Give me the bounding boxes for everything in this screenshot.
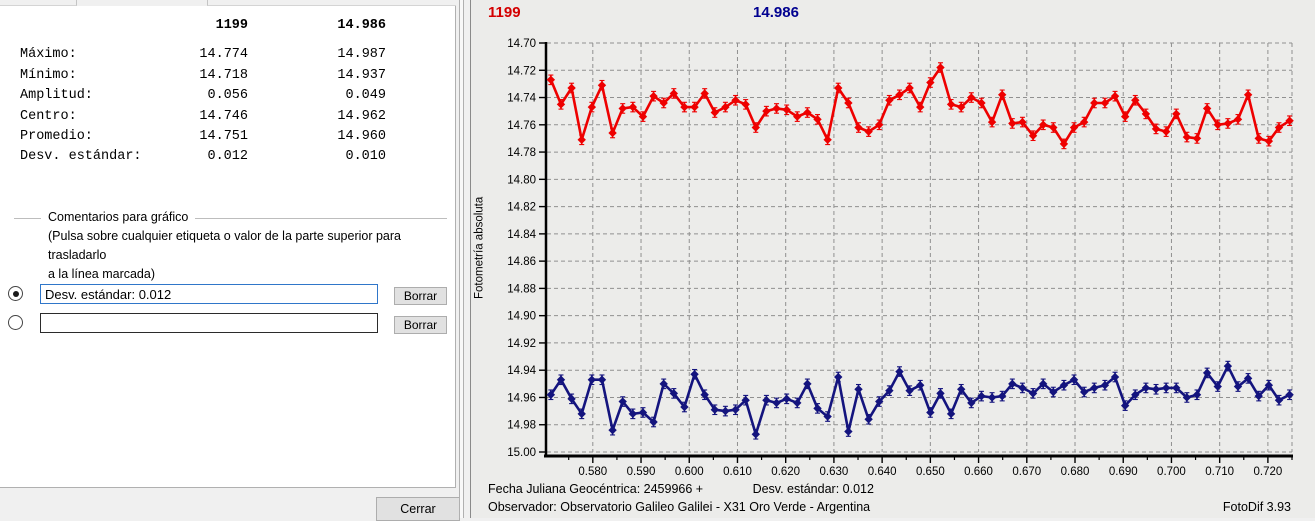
svg-text:0.720: 0.720 <box>1253 466 1282 478</box>
svg-text:14.74: 14.74 <box>507 93 536 105</box>
chart-panel: 1199 14.986 Fotometría absoluta 14.70 14.… <box>470 0 1315 518</box>
tab-strip-left[interactable] <box>0 0 77 6</box>
svg-text:15.00: 15.00 <box>507 447 536 459</box>
svg-text:14.76: 14.76 <box>507 120 536 132</box>
stat-label-minimo[interactable]: Mínimo: <box>20 67 77 83</box>
close-button[interactable]: Cerrar <box>376 497 460 521</box>
stat-value-promedio-1[interactable]: 14.751 <box>199 129 248 145</box>
svg-text:0.630: 0.630 <box>820 466 849 478</box>
blue-series-label[interactable]: 14.986 <box>753 4 799 21</box>
statistics-pane: 1199 14.986 Máximo: 14.774 14.987 Mínimo… <box>0 0 460 521</box>
app-version-label: FotoDif 3.93 <box>1222 500 1291 514</box>
svg-text:14.84: 14.84 <box>507 229 536 241</box>
svg-text:14.98: 14.98 <box>507 420 536 432</box>
svg-text:14.92: 14.92 <box>507 338 536 350</box>
svg-text:0.610: 0.610 <box>723 466 752 478</box>
comments-hint-line1: (Pulsa sobre cualquier etiqueta o valor … <box>48 229 401 262</box>
stats-header-col2[interactable]: 14.986 <box>337 18 386 33</box>
svg-text:14.86: 14.86 <box>507 256 536 268</box>
photometry-plot[interactable]: 14.70 14.72 14.74 14.76 14.78 14.80 14.82 14.84… <box>471 0 1315 518</box>
stat-label-desv-estandar[interactable]: Desv. estándar: <box>20 149 142 165</box>
svg-text:14.78: 14.78 <box>507 147 536 159</box>
comment-radio-2[interactable] <box>8 315 23 330</box>
stat-value-maximo-1[interactable]: 14.774 <box>199 47 248 63</box>
comment-input-2[interactable] <box>40 313 378 333</box>
svg-text:14.72: 14.72 <box>507 65 536 77</box>
stat-value-amplitud-2[interactable]: 0.049 <box>345 88 386 104</box>
tab-strip-right[interactable] <box>207 0 456 6</box>
pane-splitter[interactable] <box>459 0 464 518</box>
comments-groupbox: Comentarios para gráfico <box>14 210 447 224</box>
stats-header-col1[interactable]: 1199 <box>215 18 248 33</box>
clear-button-2[interactable]: Borrar <box>394 316 447 334</box>
svg-text:14.82: 14.82 <box>507 202 536 214</box>
svg-text:0.710: 0.710 <box>1205 466 1234 478</box>
comments-hint: (Pulsa sobre cualquier etiqueta o valor … <box>48 227 455 284</box>
comments-hint-line2: a la línea marcada) <box>48 267 156 281</box>
stat-value-centro-2[interactable]: 14.962 <box>337 108 386 124</box>
svg-text:0.640: 0.640 <box>868 466 897 478</box>
stat-value-promedio-2[interactable]: 14.960 <box>337 129 386 145</box>
stat-value-desv-estandar-1[interactable]: 0.012 <box>207 149 248 165</box>
svg-text:14.94: 14.94 <box>507 365 536 377</box>
svg-text:0.600: 0.600 <box>675 466 704 478</box>
comments-group-title: Comentarios para gráfico <box>41 210 196 224</box>
stddev-comment-label: Desv. estándar: 0.012 <box>752 482 874 496</box>
svg-text:0.700: 0.700 <box>1157 466 1186 478</box>
stat-value-desv-estandar-2[interactable]: 0.010 <box>345 149 386 165</box>
svg-text:0.590: 0.590 <box>627 466 656 478</box>
svg-text:0.580: 0.580 <box>578 466 607 478</box>
svg-text:14.90: 14.90 <box>507 311 536 323</box>
svg-text:14.96: 14.96 <box>507 392 536 404</box>
stats-header-spacer <box>20 16 180 45</box>
stat-label-centro[interactable]: Centro: <box>20 108 77 124</box>
observer-label: Observador: Observatorio Galileo Galilei… <box>488 500 871 514</box>
stat-value-minimo-1[interactable]: 14.718 <box>199 67 248 83</box>
stat-value-centro-1[interactable]: 14.746 <box>199 108 248 124</box>
red-series-label[interactable]: 1199 <box>488 4 521 21</box>
svg-text:0.660: 0.660 <box>964 466 993 478</box>
svg-text:0.620: 0.620 <box>771 466 800 478</box>
stat-value-maximo-2[interactable]: 14.987 <box>337 47 386 63</box>
svg-text:14.88: 14.88 <box>507 283 536 295</box>
svg-text:14.80: 14.80 <box>507 174 536 186</box>
svg-text:0.670: 0.670 <box>1012 466 1041 478</box>
comment-input-1[interactable] <box>40 284 378 304</box>
julian-date-label: Fecha Juliana Geocéntrica: 2459966 + <box>488 482 704 496</box>
svg-text:0.650: 0.650 <box>916 466 945 478</box>
svg-text:14.70: 14.70 <box>507 38 536 50</box>
stat-label-maximo[interactable]: Máximo: <box>20 47 77 63</box>
stat-label-promedio[interactable]: Promedio: <box>20 129 93 145</box>
comment-radio-1[interactable] <box>8 286 23 301</box>
clear-button-1[interactable]: Borrar <box>394 287 447 305</box>
footer-line-1: Fecha Juliana Geocéntrica: 2459966 + Des… <box>488 482 874 496</box>
svg-text:0.680: 0.680 <box>1061 466 1090 478</box>
stat-label-amplitud[interactable]: Amplitud: <box>20 88 93 104</box>
stat-value-amplitud-1[interactable]: 0.056 <box>207 88 248 104</box>
statistics-table: 1199 14.986 Máximo: 14.774 14.987 Mínimo… <box>20 16 386 168</box>
statistics-panel: 1199 14.986 Máximo: 14.774 14.987 Mínimo… <box>0 6 456 488</box>
stat-value-minimo-2[interactable]: 14.937 <box>337 67 386 83</box>
svg-text:0.690: 0.690 <box>1109 466 1138 478</box>
